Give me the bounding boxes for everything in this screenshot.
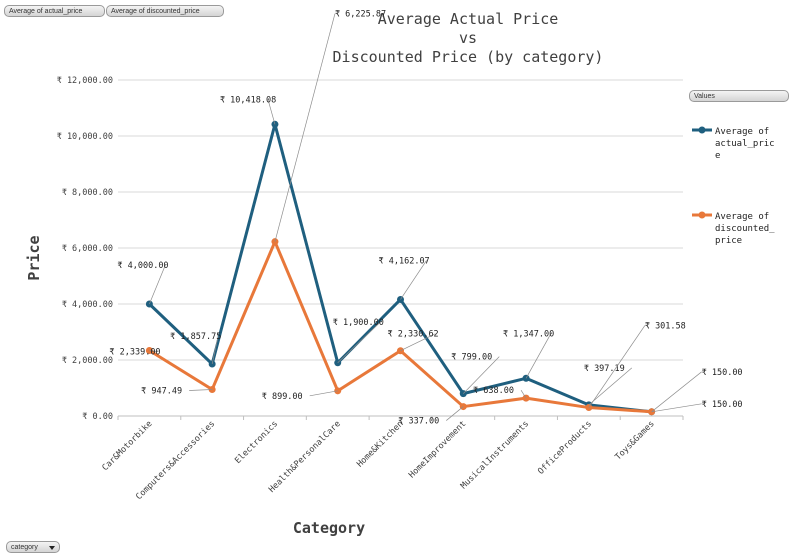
data-label-leader (267, 99, 276, 125)
data-label-leader (588, 325, 646, 408)
data-label-leader (525, 333, 552, 379)
data-label-discounted: ₹ 301.58 (645, 322, 686, 332)
data-label-leader (400, 333, 436, 352)
data-label-leader (211, 335, 219, 365)
y-tick-label: ₹ 4,000.00 (62, 300, 113, 310)
y-tick-label: ₹ 10,000.00 (57, 132, 113, 142)
data-label-leader (337, 321, 381, 364)
data-label-actual: ₹ 150.00 (702, 368, 743, 378)
data-label-leader (520, 389, 527, 399)
y-tick-label: ₹ 8,000.00 (62, 188, 113, 198)
chart-title-line-2: vs (459, 29, 477, 47)
y-tick-label: ₹ 12,000.00 (57, 76, 113, 86)
x-tick-label: Home&Kitchen (355, 419, 406, 470)
data-label-leader (588, 367, 633, 406)
chevron-down-icon (49, 546, 55, 550)
data-label-actual: ₹ 1,347.00 (503, 329, 554, 339)
data-label-discounted: ₹ 6,225.87 (335, 10, 386, 20)
field-button-average-actual-price[interactable]: Average of actual_price (4, 5, 105, 17)
legend-field-button-values[interactable]: Values (689, 90, 789, 102)
x-tick-label: Toys&Games (613, 419, 656, 462)
field-button-average-discounted-price[interactable]: Average of discounted_price (106, 5, 224, 17)
data-label-actual: ₹ 799.00 (451, 353, 492, 363)
legend-marker-discounted (698, 211, 706, 219)
legend-label-discounted: Average of (715, 212, 769, 222)
data-label-actual: ₹ 397.19 (584, 364, 625, 374)
data-label-leader (400, 260, 427, 300)
data-label-discounted: ₹ 638.00 (473, 386, 514, 396)
x-axis-title: Category (293, 519, 365, 537)
legend-label-discounted: discounted_ (715, 224, 775, 234)
chart-title-line-3: Discounted Price (by category) (333, 48, 604, 66)
data-label-leader (189, 389, 213, 391)
data-label-actual: ₹ 1,900.00 (333, 318, 384, 328)
x-tick-label: HomeImprovement (407, 419, 468, 480)
series-line-actual (148, 122, 652, 414)
series-line-discounted (148, 240, 652, 414)
x-tick-label: Health&PersonalCare (267, 419, 343, 495)
data-label-leader (651, 371, 702, 413)
legend-label-actual: e (715, 151, 720, 161)
y-tick-label: ₹ 6,000.00 (62, 244, 113, 254)
data-label-discounted: ₹ 2,339.00 (109, 348, 160, 358)
data-label-leader (149, 264, 166, 305)
category-filter-label: category (11, 544, 38, 551)
data-label-discounted: ₹ 947.49 (141, 386, 182, 396)
category-filter-dropdown[interactable]: category (6, 541, 60, 553)
data-label-actual: ₹ 4,162.07 (379, 256, 430, 266)
data-label-discounted: ₹ 2,330.62 (388, 330, 439, 340)
data-label-discounted: ₹ 899.00 (262, 392, 303, 402)
data-label-leader (651, 403, 702, 413)
x-tick-label: MusicalInstruments (459, 419, 531, 491)
x-tick-label: OfficeProducts (536, 419, 594, 477)
x-tick-label: Car&Motorbike (100, 419, 154, 473)
data-label-leader (274, 13, 336, 242)
data-label-discounted: ₹ 150.00 (702, 400, 743, 410)
y-tick-label: ₹ 2,000.00 (62, 356, 113, 366)
legend-marker-actual (698, 126, 706, 134)
legend-label-actual: actual_pric (715, 139, 775, 149)
data-label-actual: ₹ 1,857.75 (170, 332, 221, 342)
y-tick-label: ₹ 0.00 (82, 412, 113, 422)
legend-label-discounted: price (715, 236, 742, 246)
data-label-discounted: ₹ 337.00 (398, 417, 439, 427)
chart-title-line-1: Average Actual Price (378, 10, 559, 28)
x-tick-label: Electronics (233, 419, 280, 466)
data-label-actual: ₹ 4,000.00 (117, 261, 168, 271)
data-label-leader (309, 390, 338, 397)
data-label-leader (463, 356, 500, 394)
y-axis-title: Price (25, 235, 43, 280)
data-label-actual: ₹ 10,418.08 (220, 95, 276, 105)
legend-label-actual: Average of (715, 127, 769, 137)
data-label-leader (446, 406, 464, 421)
data-label-leader (149, 350, 158, 352)
